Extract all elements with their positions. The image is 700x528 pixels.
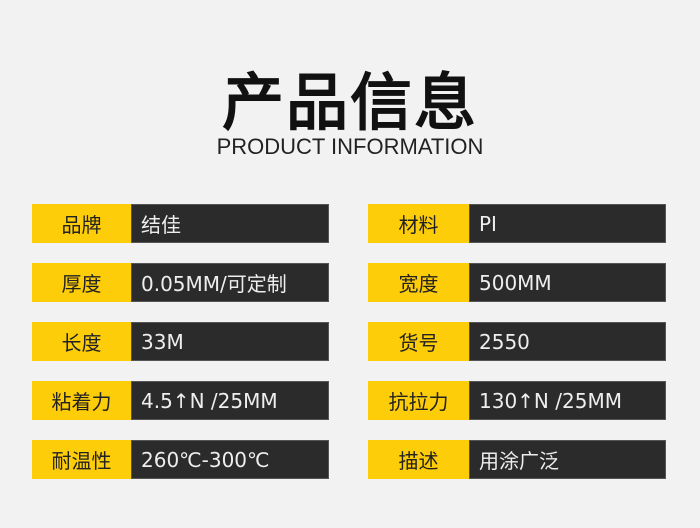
- spec-value: 结佳: [131, 204, 329, 243]
- spec-label: 耐温性: [32, 440, 131, 479]
- spec-value: 2550: [469, 322, 666, 361]
- spec-row-brand: 品牌 结佳: [32, 204, 329, 243]
- spec-value: 130↑N /25MM: [469, 381, 666, 420]
- spec-row-tensile: 抗拉力 130↑N /25MM: [368, 381, 666, 420]
- spec-row-item-number: 货号 2550: [368, 322, 666, 361]
- spec-value: 用涂广泛: [469, 440, 666, 479]
- spec-value: PI: [469, 204, 666, 243]
- spec-value: 4.5↑N /25MM: [131, 381, 329, 420]
- spec-row-material: 材料 PI: [368, 204, 666, 243]
- spec-label: 抗拉力: [368, 381, 469, 420]
- spec-value: 260℃-300℃: [131, 440, 329, 479]
- spec-value: 500MM: [469, 263, 666, 302]
- spec-row-length: 长度 33M: [32, 322, 329, 361]
- page-subtitle: PRODUCT INFORMATION: [216, 134, 484, 159]
- spec-label: 厚度: [32, 263, 131, 302]
- spec-row-thickness: 厚度 0.05MM/可定制: [32, 263, 329, 302]
- spec-row-adhesion: 粘着力 4.5↑N /25MM: [32, 381, 329, 420]
- spec-label: 宽度: [368, 263, 469, 302]
- spec-label: 货号: [368, 322, 469, 361]
- spec-value: 0.05MM/可定制: [131, 263, 329, 302]
- spec-label: 描述: [368, 440, 469, 479]
- spec-label: 材料: [368, 204, 469, 243]
- spec-row-description: 描述 用涂广泛: [368, 440, 666, 479]
- spec-value: 33M: [131, 322, 329, 361]
- spec-label: 粘着力: [32, 381, 131, 420]
- page-title: 产品信息: [221, 66, 478, 139]
- spec-label: 长度: [32, 322, 131, 361]
- spec-label: 品牌: [32, 204, 131, 243]
- spec-row-width: 宽度 500MM: [368, 263, 666, 302]
- spec-row-temperature: 耐温性 260℃-300℃: [32, 440, 329, 479]
